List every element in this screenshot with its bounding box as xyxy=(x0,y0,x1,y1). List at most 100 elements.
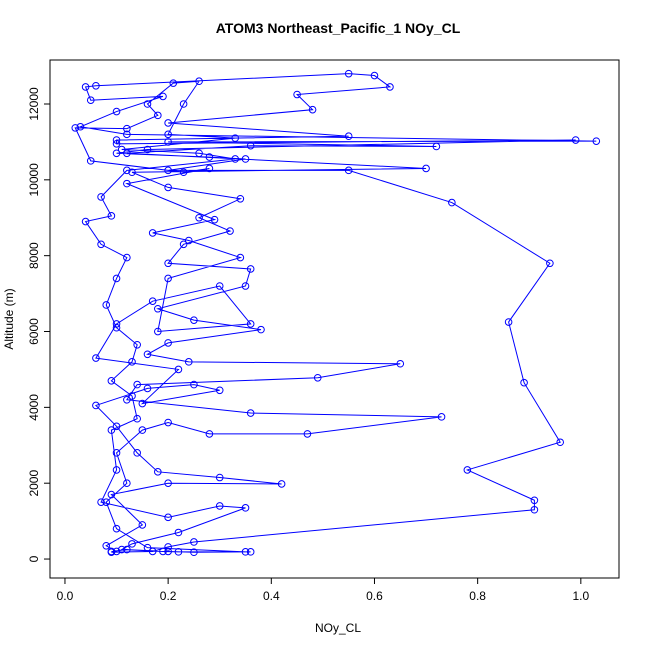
data-point xyxy=(164,418,172,427)
y-tick-label: 0 xyxy=(27,555,41,562)
data-point xyxy=(107,490,116,499)
x-tick-label: 0.0 xyxy=(57,589,74,603)
data-point xyxy=(102,301,111,309)
y-tick-label: 6000 xyxy=(27,318,41,345)
data-point xyxy=(195,213,203,222)
plot-frame xyxy=(49,59,620,579)
data-point xyxy=(504,318,513,326)
data-point xyxy=(154,468,162,476)
data-point xyxy=(215,473,224,482)
data-point xyxy=(432,142,441,151)
data-point xyxy=(241,155,250,163)
x-tick-label: 0.4 xyxy=(263,589,280,603)
data-point xyxy=(159,547,167,556)
data-point xyxy=(205,153,214,161)
data-point xyxy=(190,380,198,389)
data-point xyxy=(546,259,554,268)
data-point xyxy=(86,96,95,104)
data-point xyxy=(293,90,301,99)
data-point xyxy=(123,253,131,262)
data-point xyxy=(107,426,116,434)
x-tick-label: 0.2 xyxy=(160,589,177,603)
data-point xyxy=(112,107,121,116)
data-point xyxy=(164,119,172,127)
data-point xyxy=(128,540,136,548)
data-point xyxy=(97,498,105,506)
data-point xyxy=(128,392,136,400)
data-point xyxy=(123,395,131,404)
data-point xyxy=(143,350,152,359)
data-point xyxy=(117,145,126,154)
x-tick-label: 1.0 xyxy=(572,589,589,603)
data-point xyxy=(133,380,141,389)
data-point xyxy=(344,69,353,78)
data-point xyxy=(241,282,250,290)
data-point xyxy=(303,430,312,438)
y-tick-label: 10000 xyxy=(27,163,41,197)
data-point xyxy=(205,164,214,173)
y-tick-label: 4000 xyxy=(27,394,41,421)
data-point xyxy=(71,124,80,132)
data-point xyxy=(164,183,172,192)
data-point xyxy=(215,502,224,510)
data-point xyxy=(112,140,121,148)
data-point xyxy=(123,179,131,188)
data-point xyxy=(226,227,234,235)
data-point xyxy=(246,265,255,273)
data-point xyxy=(164,513,172,522)
data-point xyxy=(133,414,141,423)
data-point xyxy=(133,449,141,457)
data-point xyxy=(143,543,152,552)
data-point xyxy=(107,212,116,220)
data-point xyxy=(164,479,172,487)
data-point xyxy=(195,149,203,158)
data-point xyxy=(112,422,121,431)
data-point xyxy=(437,413,446,421)
data-point xyxy=(246,320,255,328)
y-tick-label: 2000 xyxy=(27,470,41,497)
data-point xyxy=(231,155,239,163)
data-point xyxy=(97,193,105,201)
data-point xyxy=(123,545,131,554)
data-point xyxy=(592,137,601,145)
data-point xyxy=(123,149,131,158)
data-point xyxy=(164,166,172,175)
data-point xyxy=(112,149,121,158)
data-point xyxy=(81,83,90,91)
y-tick-label: 12000 xyxy=(27,87,41,121)
data-point xyxy=(169,79,178,87)
y-tick-label: 8000 xyxy=(27,242,41,269)
data-point xyxy=(257,325,265,334)
data-point xyxy=(92,401,100,410)
data-point xyxy=(179,168,188,177)
data-point xyxy=(92,354,100,362)
data-point xyxy=(396,359,405,368)
data-point xyxy=(117,545,126,554)
data-point xyxy=(148,297,157,305)
data-point xyxy=(195,77,203,86)
data-point xyxy=(556,438,564,447)
data-point xyxy=(112,136,121,144)
data-point xyxy=(112,524,121,533)
data-point xyxy=(463,466,472,474)
data-point xyxy=(246,141,255,150)
data-point xyxy=(174,528,183,537)
data-point xyxy=(112,320,121,328)
data-point xyxy=(241,504,250,512)
data-point xyxy=(128,168,136,177)
x-tick-label: 0.6 xyxy=(366,589,383,603)
data-point xyxy=(448,198,456,207)
x-tick-label: 0.8 xyxy=(469,589,486,603)
data-point xyxy=(107,548,116,557)
data-point xyxy=(97,240,105,249)
data-point xyxy=(205,430,214,438)
data-point xyxy=(530,496,539,505)
data-point xyxy=(174,365,183,374)
data-point xyxy=(164,130,172,139)
data-point xyxy=(231,134,239,142)
data-point xyxy=(246,548,255,556)
data-point xyxy=(154,304,162,313)
data-point xyxy=(128,358,136,366)
